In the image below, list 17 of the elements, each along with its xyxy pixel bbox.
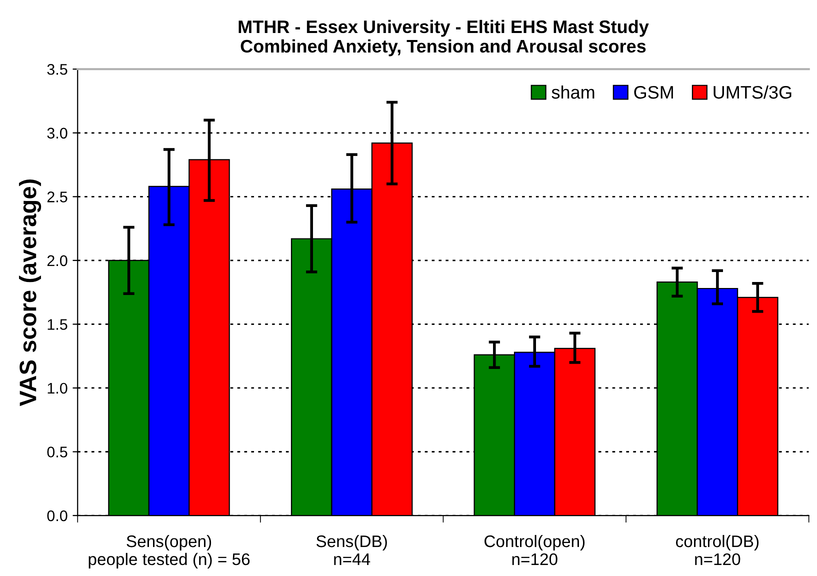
y-tick-label: 1.0 bbox=[48, 382, 68, 394]
y-tick-label: 1.5 bbox=[48, 319, 68, 330]
legend-label: UMTS/3G bbox=[714, 85, 792, 99]
y-tick-label: 2.5 bbox=[47, 192, 68, 202]
x-tick-label: Sens(open) people tested (n) = 56 bbox=[88, 534, 250, 568]
y-axis-title: VAS score (average) bbox=[18, 180, 42, 406]
legend-label: GSM bbox=[634, 86, 673, 99]
chart-title: MTHR - Essex University - Eltiti EHS Mast Study Combined Anxiety, Tension and Arousal scores bbox=[238, 20, 649, 56]
y-tick-label: 3.0 bbox=[47, 128, 68, 139]
x-tick-label: control(DB) n=120 bbox=[676, 534, 759, 566]
x-tick-label: Control(open) n=120 bbox=[484, 534, 585, 566]
x-tick-label: Sens(DB) n=44 bbox=[316, 534, 387, 565]
y-tick-label: 0.0 bbox=[47, 510, 68, 522]
legend-label: sham bbox=[552, 85, 594, 99]
y-tick-label: 3.5 bbox=[47, 64, 68, 75]
y-tick-label: 0.5 bbox=[47, 446, 68, 458]
y-tick-label: 2.0 bbox=[47, 255, 68, 266]
